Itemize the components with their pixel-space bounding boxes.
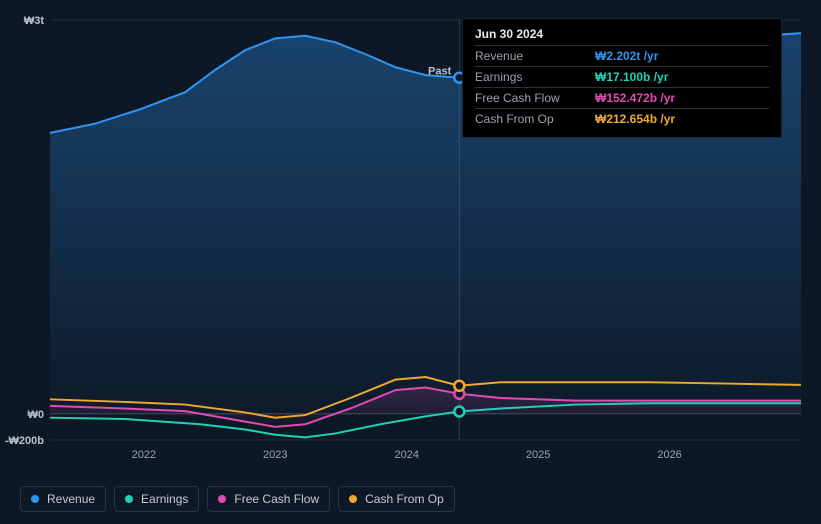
- svg-text:₩0: ₩0: [28, 409, 45, 421]
- tooltip-row-unit: /yr: [640, 49, 658, 63]
- legend-item-free-cash-flow[interactable]: Free Cash Flow: [207, 486, 330, 512]
- legend-dot-icon: [125, 495, 133, 503]
- legend-item-earnings[interactable]: Earnings: [114, 486, 199, 512]
- legend-label: Revenue: [47, 492, 95, 506]
- tooltip-row-unit: /yr: [650, 70, 668, 84]
- legend-item-cash-from-op[interactable]: Cash From Op: [338, 486, 455, 512]
- tooltip-row-value: ₩17.100b /yr: [595, 67, 769, 88]
- tooltip-row-label: Free Cash Flow: [475, 88, 595, 109]
- legend-dot-icon: [31, 495, 39, 503]
- legend-item-revenue[interactable]: Revenue: [20, 486, 106, 512]
- tooltip-row: Cash From Op₩212.654b /yr: [475, 109, 769, 130]
- tooltip-row-value: ₩152.472b /yr: [595, 88, 769, 109]
- legend-label: Free Cash Flow: [234, 492, 319, 506]
- svg-text:2024: 2024: [394, 449, 418, 461]
- tooltip-row: Earnings₩17.100b /yr: [475, 67, 769, 88]
- legend-label: Earnings: [141, 492, 188, 506]
- tooltip-row-value: ₩212.654b /yr: [595, 109, 769, 130]
- tooltip-row: Revenue₩2.202t /yr: [475, 46, 769, 67]
- tooltip-table: Revenue₩2.202t /yrEarnings₩17.100b /yrFr…: [475, 45, 769, 129]
- tooltip-row-label: Revenue: [475, 46, 595, 67]
- svg-text:-₩200b: -₩200b: [5, 435, 44, 447]
- tooltip-date: Jun 30 2024: [475, 27, 769, 41]
- chart-legend: Revenue Earnings Free Cash Flow Cash From O…: [20, 486, 463, 512]
- tooltip-row-label: Earnings: [475, 67, 595, 88]
- tooltip-row-value: ₩2.202t /yr: [595, 46, 769, 67]
- tooltip-row-unit: /yr: [657, 91, 675, 105]
- svg-text:₩3t: ₩3t: [24, 15, 45, 27]
- legend-dot-icon: [218, 495, 226, 503]
- legend-label: Cash From Op: [365, 492, 444, 506]
- svg-text:2023: 2023: [263, 449, 287, 461]
- svg-text:2022: 2022: [132, 449, 156, 461]
- legend-dot-icon: [349, 495, 357, 503]
- tooltip-row-label: Cash From Op: [475, 109, 595, 130]
- svg-text:2025: 2025: [526, 449, 550, 461]
- svg-text:2026: 2026: [657, 449, 681, 461]
- tooltip-row: Free Cash Flow₩152.472b /yr: [475, 88, 769, 109]
- chart-tooltip: Jun 30 2024 Revenue₩2.202t /yrEarnings₩1…: [462, 18, 782, 138]
- tooltip-row-unit: /yr: [657, 112, 675, 126]
